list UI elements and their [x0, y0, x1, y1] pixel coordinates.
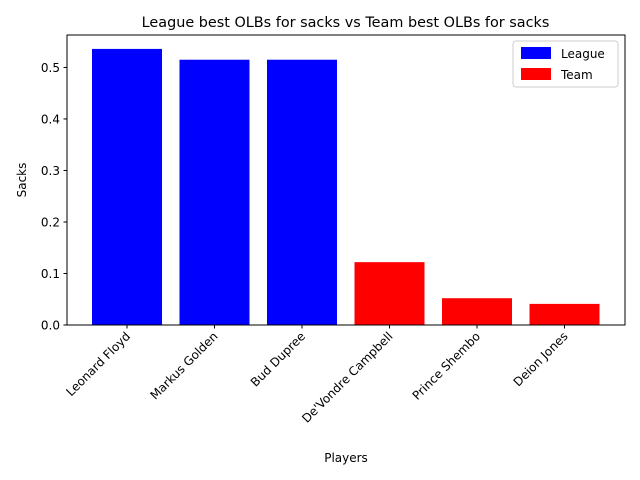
bars-group [92, 48, 600, 325]
y-tick-label: 0.4 [41, 112, 60, 126]
bar-0 [92, 48, 162, 325]
y-axis-label: Sacks [15, 163, 29, 198]
legend-swatch-league [521, 47, 551, 59]
chart-title: League best OLBs for sacks vs Team best … [142, 15, 550, 31]
legend-swatch-team [521, 68, 551, 80]
x-tick-label: Bud Dupree [248, 329, 308, 389]
y-axis: 0.0 0.1 0.2 0.3 0.4 0.5 [41, 61, 67, 333]
plot-frame [66, 34, 626, 326]
y-tick-label: 0.5 [41, 61, 60, 75]
x-tick-label: Markus Golden [147, 329, 220, 402]
x-tick-label: Deion Jones [511, 329, 571, 389]
legend-label-team: Team [560, 68, 593, 82]
y-tick-label: 0.2 [41, 215, 60, 229]
y-tick-label: 0.1 [41, 267, 60, 281]
bar-2 [267, 59, 337, 325]
y-tick-label: 0.3 [41, 164, 60, 178]
x-tick-label: Leonard Floyd [63, 329, 133, 399]
bar-5 [529, 303, 600, 325]
bar-4 [442, 298, 512, 325]
x-axis: Leonard Floyd Markus Golden Bud DupreeDe'V… [63, 325, 571, 426]
legend: League Team [512, 40, 619, 88]
x-tick-label: Prince Shembo [410, 329, 484, 403]
bar-3 [354, 262, 425, 325]
y-tick-label: 0.0 [41, 319, 60, 333]
legend-label-league: League [561, 47, 605, 61]
x-tick-label: De'Vondre Campbell [299, 329, 395, 425]
x-axis-label: Players [324, 451, 368, 465]
bar-1 [179, 59, 250, 325]
